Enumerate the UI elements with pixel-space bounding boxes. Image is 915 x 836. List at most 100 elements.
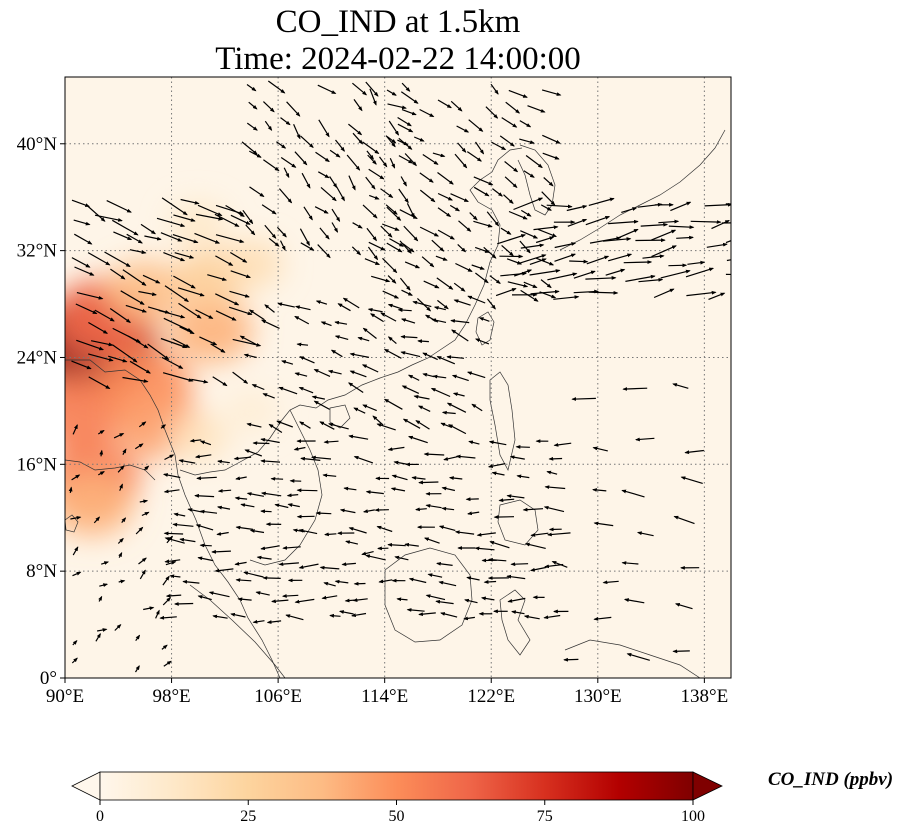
wind-vector [113,231,133,241]
wind-vector [298,386,314,394]
wind-vector [530,532,549,537]
lon-tick-label: 130°E [574,686,622,707]
wind-vector [199,509,218,514]
wind-vector [676,235,694,240]
wind-vector [162,597,171,606]
wind-vector [164,454,175,461]
wind-vector [529,258,547,265]
wind-vector [503,194,514,204]
wind-vector [280,117,291,126]
wind-vector [483,580,497,584]
wind-vector [507,281,529,288]
wind-vector [215,234,245,243]
wind-vector [417,339,429,344]
wind-vector [249,186,265,198]
wind-vector [436,561,453,566]
wind-vector [474,546,495,551]
wind-vector [210,343,226,353]
wind-vector [330,349,343,358]
wind-vector [588,197,615,206]
wind-vector [174,252,195,259]
wind-vector [112,219,139,236]
wind-vector [246,422,262,428]
wind-vector [112,344,138,363]
wind-vector [446,402,467,413]
wind-vector [573,270,596,279]
wind-vector [244,449,263,457]
wind-vector [122,376,149,383]
wind-vector [228,306,253,316]
wind-vector [386,136,397,144]
wind-vector [166,535,174,544]
wind-vector [673,515,695,525]
lon-tick-label: 98°E [152,686,190,707]
wind-vector [386,242,403,253]
wind-vector [179,537,196,543]
wind-vector [543,177,554,187]
wind-vector [296,488,318,493]
wind-vector [264,224,277,239]
wind-vector [413,136,425,142]
wind-vector [179,326,195,335]
wind-vector [71,657,78,664]
wind-vector [98,595,103,602]
wind-vector [401,82,411,92]
wind-vector [235,578,252,582]
wind-vector [365,176,376,190]
wind-vector [506,258,523,265]
wind-vector [97,429,105,435]
wind-vector [542,152,560,160]
wind-vector [441,410,456,415]
wind-vector [463,616,475,621]
wind-vector [196,476,217,481]
wind-vector [94,309,115,322]
wind-vector [400,351,421,358]
wind-vector [492,188,503,197]
wind-vector [387,275,397,284]
wind-vector [294,151,308,166]
wind-vector [554,253,577,262]
wind-vector [199,336,218,346]
wind-vector [415,507,427,512]
wind-vector [453,282,466,292]
wind-vector [407,374,420,381]
wind-vector [294,372,308,377]
wind-vector [232,371,249,384]
latitude-axis: 0° 8°N 16°N 24°N 32°N 40°N [17,134,65,689]
wind-vector [486,298,496,310]
wind-vector [99,449,104,457]
wind-vector [225,204,245,217]
wind-vector [68,486,73,494]
wind-vector [437,229,455,240]
wind-vector [508,89,528,98]
wind-vector [88,321,109,334]
wind-vector [156,217,186,227]
wind-vector [75,303,98,315]
wind-vector [605,268,626,276]
wind-vector [437,207,452,218]
wind-vector [497,234,527,245]
wind-vector [638,277,664,283]
wind-vector [514,269,533,277]
wind-vector [451,329,469,342]
wind-vector [432,152,446,158]
wind-vector [515,445,530,449]
wind-vector [300,242,315,251]
wind-vector [449,204,461,212]
wind-vector [473,176,494,186]
wind-vector [427,573,443,578]
wind-vector [329,176,338,189]
wind-vector [362,509,375,514]
coastline-new-guinea [564,639,701,678]
wind-vector [212,614,228,619]
wind-vector [159,615,177,620]
wind-vector [310,455,332,460]
wind-vector [199,440,212,446]
wind-vector [339,508,356,514]
wind-vector [509,455,525,460]
wind-vector [361,551,374,556]
wind-vector [242,209,254,225]
wind-vector [214,213,240,227]
wind-vector [726,259,731,262]
wind-vector [349,352,370,358]
